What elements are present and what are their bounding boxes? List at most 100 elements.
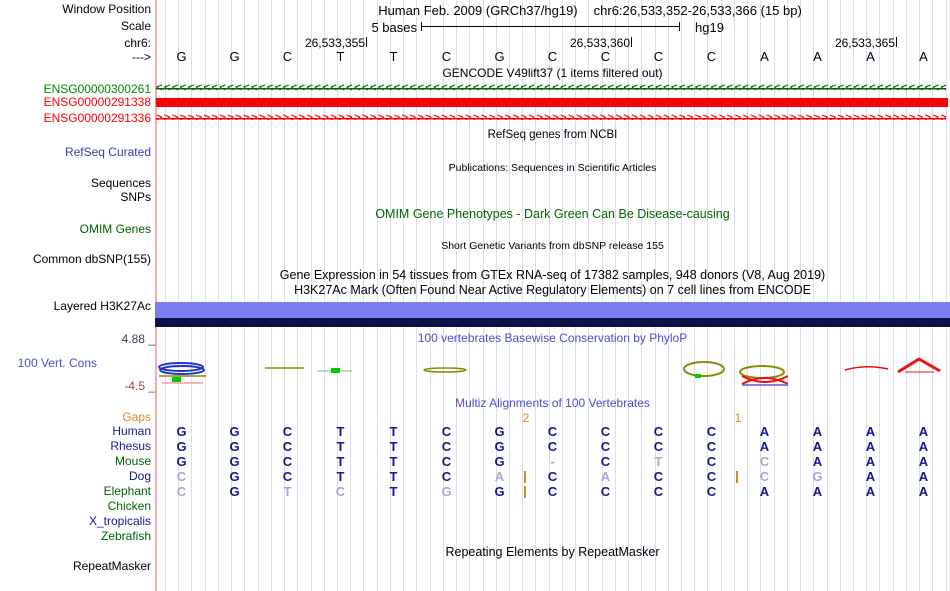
alignment-letter: C	[759, 454, 770, 469]
alignment-letter: T	[336, 469, 345, 484]
grid-line	[628, 0, 630, 591]
grid-line	[548, 0, 550, 591]
gene-item[interactable]: >>>>>>>>>>>>>>>>>>>>>>>>>>>>>>>>>>>>>>>>…	[156, 113, 946, 124]
alignment-letter: G	[494, 424, 505, 439]
alignment-letter: G	[176, 424, 187, 439]
grid-line	[337, 0, 339, 591]
alignment-letter: A	[865, 439, 876, 454]
h3k27ac-signal-bar[interactable]	[155, 302, 950, 318]
species-label-chicken[interactable]: Chicken	[107, 499, 151, 513]
coordinate-label: 26,533,355	[304, 36, 365, 50]
grid-line	[905, 0, 907, 591]
refseq-track-title: RefSeq genes from NCBI	[487, 129, 618, 141]
grid-line	[588, 0, 590, 591]
grid-line	[681, 0, 682, 591]
h3k27ac-signal-bar-dark[interactable]	[155, 318, 950, 327]
coordinate-tick	[631, 37, 632, 47]
base-letter: A	[813, 49, 822, 64]
alignment-letter: A	[865, 469, 876, 484]
layered-h3k27ac-label[interactable]: Layered H3K27Ac	[53, 299, 151, 313]
scale-assembly: hg19	[695, 20, 724, 35]
scale-bar-left-tick	[421, 22, 422, 31]
grid-line	[403, 0, 405, 591]
sequences-label[interactable]: Sequences	[90, 176, 151, 190]
gaps-label[interactable]: Gaps	[122, 410, 151, 424]
alignment-letter: A	[865, 454, 876, 469]
cons-scale-max: 4.88 _	[121, 332, 155, 346]
alignment-letter: C	[600, 439, 611, 454]
cons-track-label[interactable]: 100 Vert. Cons	[17, 356, 97, 370]
alignment-letter: T	[336, 439, 345, 454]
gene-label[interactable]: ENSG00000291338	[43, 95, 151, 109]
grid-line	[760, 0, 762, 591]
alignment-letter: C	[653, 469, 664, 484]
header-position-line: Human Feb. 2009 (GRCh37/hg19) chr6:26,533…	[230, 3, 950, 18]
species-label-dog[interactable]: Dog	[128, 469, 151, 483]
grid-line	[813, 0, 815, 591]
species-label-rhesus[interactable]: Rhesus	[110, 439, 151, 453]
common-dbsnp-label[interactable]: Common dbSNP(155)	[32, 252, 151, 266]
alignment-letter: C	[706, 454, 717, 469]
grid-line	[310, 0, 312, 591]
grid-line	[204, 0, 206, 591]
alignment-letter: T	[283, 484, 292, 499]
alignment-letter: C	[441, 469, 452, 484]
range-text: chr6:26,533,352-26,533,366 (15 bp)	[593, 3, 802, 18]
grid-line	[284, 0, 286, 591]
publications-track-title: Publications: Sequences in Scientific Ar…	[448, 162, 657, 174]
alignment-letter: T	[389, 439, 398, 454]
grid-line	[747, 0, 749, 591]
alignment-letter: G	[176, 454, 187, 469]
grid-line	[297, 0, 299, 591]
alignment-letter: C	[653, 439, 664, 454]
species-label-x_tropicalis[interactable]: X_tropicalis	[88, 514, 151, 528]
grid-line	[191, 0, 193, 591]
alignment-letter: A	[865, 484, 876, 499]
gene-item[interactable]: <<<<<<<<<<<<<<<<<<<<<<<<<<<<<<<<<<<<<<<<…	[156, 83, 946, 94]
alignment-letter: C	[282, 469, 293, 484]
scale-bar-right-tick	[679, 22, 680, 31]
snps-label[interactable]: SNPs	[120, 190, 151, 204]
grid-line	[667, 0, 669, 591]
alignment-letter: G	[494, 454, 505, 469]
grid-line	[416, 0, 418, 591]
gene-item[interactable]	[156, 98, 948, 107]
refseq-curated-label[interactable]: RefSeq Curated	[64, 145, 151, 159]
base-letter: C	[547, 49, 558, 64]
gene-label[interactable]: ENSG00000291336	[43, 111, 151, 125]
h3k27ac-track-title: H3K27Ac Mark (Often Found Near Active Re…	[294, 283, 811, 297]
grid-line	[482, 0, 484, 591]
grid-line	[786, 0, 788, 591]
base-letter: C	[653, 49, 664, 64]
grid-line	[429, 0, 431, 591]
alignment-letter: A	[918, 484, 929, 499]
species-label-zebrafish[interactable]: Zebrafish	[100, 529, 151, 543]
repeatmasker-label[interactable]: RepeatMasker	[72, 559, 151, 573]
grid-line	[641, 0, 643, 591]
alignment-letter: A	[759, 484, 770, 499]
grid-line	[919, 0, 921, 591]
alignment-letter: C	[282, 439, 293, 454]
base-letter: C	[600, 49, 611, 64]
assembly-text: Human Feb. 2009 (GRCh37/hg19)	[378, 3, 578, 18]
species-label-elephant[interactable]: Elephant	[103, 484, 151, 498]
grid-line	[442, 0, 444, 591]
grid-line	[389, 0, 391, 591]
alignment-letter: C	[441, 454, 452, 469]
alignment-letter: T	[654, 454, 663, 469]
cons-scale-min: -4.5 _	[124, 379, 155, 393]
grid-line	[694, 0, 696, 591]
omim-genes-label[interactable]: OMIM Genes	[79, 222, 151, 236]
species-label-human[interactable]: Human	[112, 424, 151, 438]
alignment-letter: C	[176, 469, 187, 484]
alignment-letter: T	[389, 469, 398, 484]
alignment-letter: G	[229, 454, 240, 469]
gene-label[interactable]: ENSG00000300261	[43, 82, 151, 96]
base-letter: G	[229, 49, 240, 64]
species-label-mouse[interactable]: Mouse	[114, 454, 151, 468]
alignment-letter: A	[865, 424, 876, 439]
alignment-letter: A	[812, 484, 823, 499]
grid-line	[720, 0, 722, 591]
grid-line	[469, 0, 471, 591]
scale-value: 5 bases	[371, 20, 417, 35]
